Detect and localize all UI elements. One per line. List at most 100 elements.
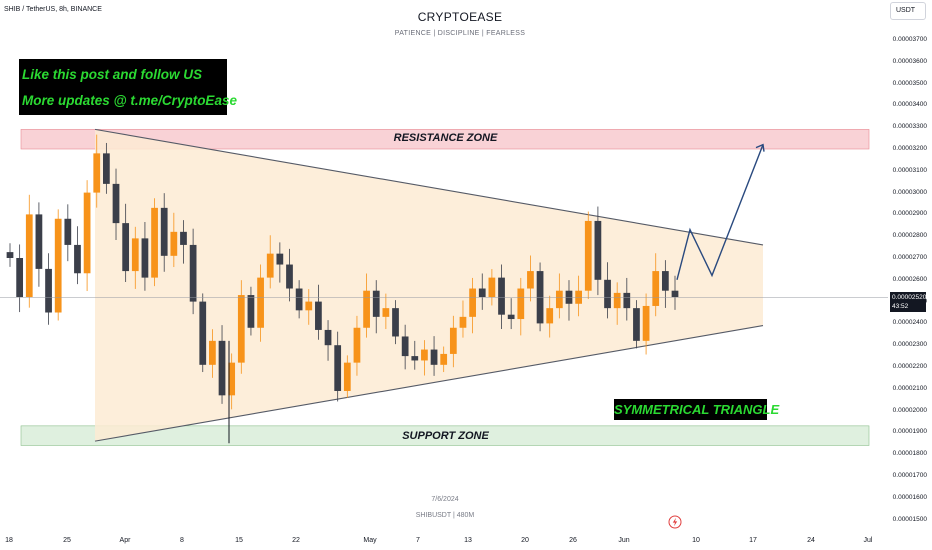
last-price-badge: 0.00002520 43:52 (890, 292, 926, 312)
candle-body (661, 271, 669, 291)
support-zone (20, 425, 870, 446)
time-tick-label: 15 (235, 537, 243, 544)
candle-body (671, 290, 679, 298)
candle-body (112, 183, 120, 224)
time-tick-label: 25 (63, 537, 71, 544)
candle-body (83, 192, 91, 274)
price-tick-label: 0.00002300 (892, 341, 927, 349)
time-tick-label: Apr (119, 537, 131, 544)
candle-body (334, 345, 342, 391)
symbol-label[interactable]: SHIB / TetherUS, 8h, BINANCE (4, 6, 102, 13)
last-price-value: 0.00002520 (892, 293, 927, 301)
candle-body (449, 327, 457, 354)
price-tick-label: 0.00003300 (892, 123, 927, 131)
pattern-label: SYMMETRICAL TRIANGLE (614, 399, 779, 420)
price-tick-label: 0.00002200 (892, 363, 927, 370)
candle-body (199, 301, 207, 365)
candle-body (54, 218, 62, 313)
triangle-lower-trendline (94, 325, 764, 442)
price-tick-label: 0.00002400 (892, 319, 927, 327)
lightning-bolt-icon[interactable] (668, 515, 682, 529)
candle-body (266, 253, 274, 278)
price-tick-label: 0.00001700 (892, 472, 927, 479)
candle-body (6, 252, 14, 258)
time-tick-label: 26 (569, 537, 577, 544)
price-tick-label: 0.00001600 (892, 493, 927, 501)
candle-body (363, 290, 370, 328)
candle-body (247, 295, 255, 328)
promo-banner: Like this post and follow US More update… (19, 59, 237, 115)
price-tick-label: 0.00001900 (892, 428, 927, 436)
candle-body (257, 277, 264, 328)
candle-body (189, 244, 197, 302)
resistance-zone (20, 129, 870, 150)
candle-body (276, 253, 284, 265)
time-tick-label: Jun (618, 537, 630, 544)
candle-body (170, 231, 178, 256)
candle-body (440, 353, 448, 365)
candle-body (295, 288, 303, 311)
candle-body (93, 153, 101, 193)
candle-body (343, 362, 351, 391)
candle-body (430, 349, 438, 365)
candle-body (218, 340, 226, 396)
chart-title: CRYPTOEASE (417, 10, 503, 24)
price-tick-label: 0.00001500 (892, 515, 927, 523)
chart-title-block: CRYPTOEASE PATIENCE | DISCIPLINE | FEARL… (300, 10, 620, 37)
candle-body (35, 214, 43, 269)
price-tick-label: 0.00002900 (892, 210, 927, 218)
candle-body (103, 153, 110, 184)
candle-body (507, 314, 515, 320)
candle-body (180, 231, 187, 245)
candle-body (64, 218, 72, 245)
time-tick-label: 22 (292, 537, 300, 544)
candle-body (411, 356, 419, 361)
price-tick-label: 0.00002800 (892, 232, 927, 240)
candle-body (315, 301, 322, 330)
candle-body (25, 214, 33, 298)
watermark-date: 7/6/2024 (431, 496, 459, 503)
price-tick-label: 0.00001800 (892, 450, 927, 458)
price-tick-label: 0.00002700 (892, 254, 927, 261)
candle-body (633, 308, 640, 341)
candle-body (228, 362, 236, 396)
time-tick-label: Jul (863, 537, 873, 544)
time-tick-label: May (363, 537, 377, 544)
candle-body (16, 258, 24, 298)
candle-body (594, 220, 602, 280)
resistance-zone-label: RESISTANCE ZONE (393, 132, 498, 144)
price-tick-label: 0.00003700 (892, 36, 927, 43)
bar-countdown: 43:52 (892, 303, 909, 310)
candle-body (401, 336, 409, 357)
currency-selector[interactable]: USDT (890, 2, 926, 20)
candle-body (45, 268, 52, 313)
time-tick-label: 17 (749, 537, 757, 544)
triangle-area (95, 129, 763, 442)
price-tick-label: 0.00002000 (892, 406, 927, 414)
candle-body (421, 349, 428, 361)
watermark-ticker: SHIBUSDT | 480M (415, 512, 475, 519)
candle-body (122, 223, 130, 272)
promo-line-2: More updates @ t.me/CryptoEase (22, 93, 237, 108)
candle-body (209, 340, 216, 365)
time-tick-label: 13 (464, 537, 472, 544)
candle-body (642, 305, 650, 341)
time-tick-label: 8 (180, 537, 184, 544)
candle-body (237, 295, 245, 363)
candle-body (498, 277, 505, 315)
candle-body (74, 244, 81, 274)
candle-body (623, 292, 631, 309)
price-tick-label: 0.00002100 (892, 384, 927, 392)
candle-body (324, 329, 332, 346)
price-tick-label: 0.00003600 (892, 57, 927, 65)
price-tick-label: 0.00003000 (892, 188, 927, 196)
triangle-upper-trendline (94, 128, 764, 246)
candle-body (382, 308, 390, 317)
chart-subtitle: PATIENCE | DISCIPLINE | FEARLESS (394, 30, 526, 37)
time-tick-label: 24 (807, 537, 815, 544)
candle-body (584, 220, 592, 291)
candle-body (459, 316, 467, 328)
candle-body (527, 271, 534, 289)
candle-body (286, 264, 293, 289)
